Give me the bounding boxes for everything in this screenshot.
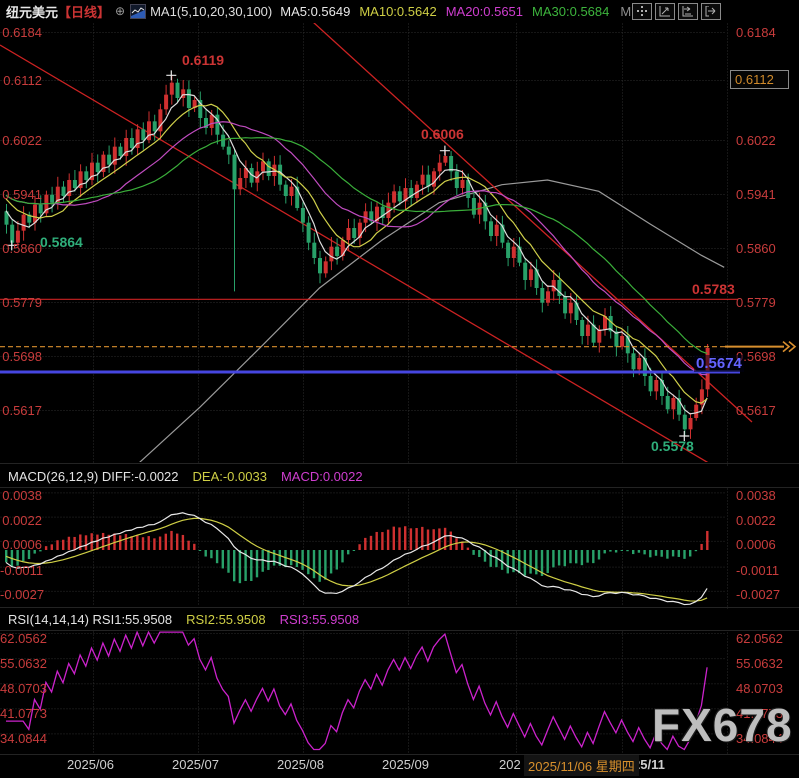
axis-scale-left-icon[interactable] (655, 3, 675, 20)
price-axis-label-left: 0.5941 (2, 187, 42, 202)
rsi-axis-label: 48.0703 (736, 681, 783, 697)
rsi-axis-label: 55.0632 (736, 656, 783, 672)
timeframe-label: 【日线】 (58, 4, 111, 20)
watermark-logo: FX678 (652, 699, 793, 751)
ma10-value: MA10:0.5642 (359, 3, 437, 19)
rsi-axis-label: 41.0773 (736, 706, 783, 722)
macd-axis-label: 0.0038 (736, 488, 776, 504)
rsi2-value: RSI2:55.9508 (186, 612, 266, 627)
high-price-marker: 0.6119 (182, 52, 225, 68)
price-axis-label: 0.6184 (736, 25, 776, 40)
rsi-axis-label-left: 41.0773 (0, 706, 47, 722)
ma5-value: MA5:0.5649 (280, 3, 351, 19)
plus-circle-icon[interactable]: ⊕ (115, 4, 126, 18)
macd-axis-label-left: 0.0038 (2, 488, 42, 504)
month-axis-label: 2025/07 (172, 757, 219, 772)
move-icon[interactable] (632, 3, 652, 20)
rsi-axis-label: 62.0562 (736, 631, 783, 646)
macd-axis-label: -0.0027 (736, 586, 781, 602)
chart-toolbar (632, 3, 721, 20)
rsi-title: RSI(14,14,14) RSI1:55.9508 (8, 612, 173, 627)
price-axis-label-left: 0.5779 (2, 295, 42, 310)
macd-axis-label-left: -0.0027 (0, 586, 45, 602)
rsi-axis-label-left: 34.0844 (0, 731, 47, 747)
rsi-panel-header: RSI(14,14,14) RSI1:55.9508 RSI2:55.9508 … (0, 609, 799, 630)
price-axis-label-left: 0.6184 (2, 25, 42, 40)
price-axis-label-left: 0.6022 (2, 133, 42, 148)
chart-header-bar: 纽元美元 【日线】 ⊕ MA1(5,10,20,30,100) MA5:0.56… (0, 0, 799, 22)
month-axis-label: 25/11 (633, 757, 665, 772)
recent-low-marker: 0.5578 (651, 438, 694, 454)
pan-right-icon[interactable] (701, 3, 721, 20)
price-axis-label: 0.5860 (736, 241, 776, 256)
macd-title: MACD(26,12,9) DIFF:-0.0022 (8, 469, 179, 484)
september-high-marker: 0.6006 (421, 126, 464, 142)
rsi-axis-label-left: 55.0632 (0, 656, 47, 672)
price-axis-label: 0.5941 (736, 187, 776, 202)
ma30-value: MA30:0.5684 (532, 3, 610, 19)
price-axis-label: 0.5698 (736, 349, 776, 364)
price-axis-label: 0.6022 (736, 133, 776, 148)
macd-panel-header: MACD(26,12,9) DIFF:-0.0022 DEA:-0.0033 M… (0, 466, 799, 487)
price-axis-label-left: 0.5617 (2, 403, 42, 418)
ma20-value: MA20:0.5651 (445, 3, 524, 19)
instrument-title: 纽元美元 (6, 4, 59, 20)
macd-axis-label: -0.0011 (736, 562, 780, 578)
macd-axis-label-left: -0.0011 (0, 562, 44, 578)
price-axis-label: 0.5617 (736, 403, 776, 418)
month-axis-label: 202 (499, 757, 521, 772)
month-axis-label: 2025/08 (277, 757, 324, 772)
rsi-axis-label-left: 62.0562 (0, 631, 47, 646)
price-axis-label: 0.6112 (730, 70, 789, 89)
macd-axis-label-left: 0.0006 (2, 536, 42, 552)
price-axis-label-left: 0.5698 (2, 349, 42, 364)
blue-support-label[interactable]: 0.5674 (694, 355, 744, 372)
rsi3-value: RSI3:55.9508 (279, 612, 360, 627)
rsi-axis-label: 34.0844 (736, 731, 783, 747)
mode-label: M (620, 3, 632, 19)
month-axis-label: 2025/09 (382, 757, 429, 772)
price-axis-label: 0.5779 (736, 295, 776, 310)
macd-value: MACD:0.0022 (280, 469, 363, 484)
price-axis-label-left: 0.5860 (2, 241, 42, 256)
ma-group-label: MA1(5,10,20,30,100) (150, 3, 273, 19)
cursor-date-label: 2025/11/06 星期四 (524, 755, 639, 776)
price-axis-label-left: 0.6112 (3, 73, 42, 88)
month-axis-label: 2025/06 (67, 757, 114, 772)
resistance-level-label: 0.5783 (692, 281, 735, 297)
chart-type-icon[interactable] (130, 3, 147, 19)
june-low-marker: 0.5864 (40, 234, 83, 250)
macd-axis-label: 0.0006 (736, 536, 776, 552)
axis-scale-right-icon[interactable] (678, 3, 698, 20)
macd-axis-label-left: 0.0022 (2, 512, 42, 528)
macd-axis-label: 0.0022 (736, 512, 776, 528)
rsi-axis-label-left: 48.0703 (0, 681, 47, 697)
macd-dea-value: DEA:-0.0033 (192, 469, 267, 484)
